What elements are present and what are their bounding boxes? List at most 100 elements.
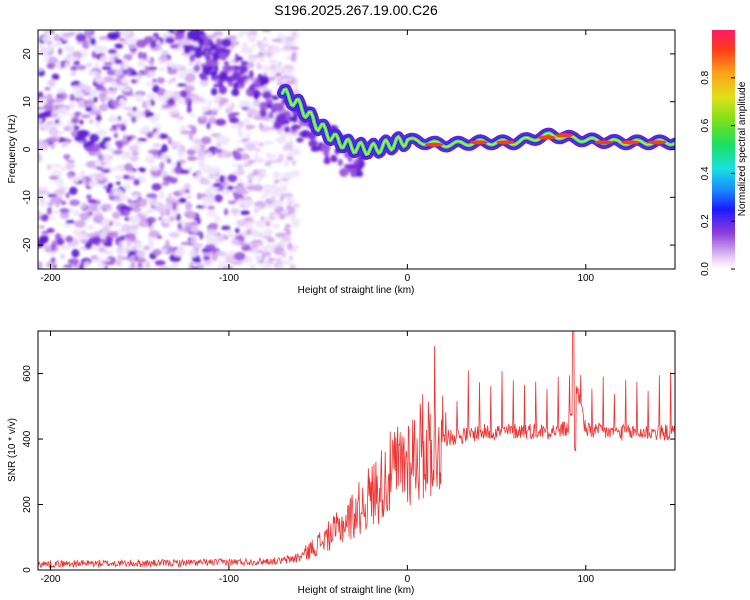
spectrogram-cell: [350, 168, 357, 178]
spectrogram-cell: [73, 60, 80, 66]
spectrogram-cell: [65, 192, 70, 199]
spectrogram-cell: [191, 125, 197, 135]
spectrogram-cell: [56, 94, 64, 99]
spectrogram-cell: [223, 64, 231, 74]
spectrogram-cell: [233, 251, 246, 261]
spectrogram-cell: [236, 167, 245, 177]
spectrogram-cell: [86, 224, 95, 230]
y-tick-label: -10: [22, 190, 33, 205]
spectrogram-cell: [87, 203, 99, 212]
spectrogram-cell: [70, 72, 77, 76]
colorbar-ticks: 0.0 0.2 0.4 0.6 0.8: [700, 70, 735, 276]
spectrogram-cell: [156, 77, 165, 84]
spectrogram-cell: [256, 62, 262, 71]
spectrogram-cell: [95, 247, 101, 252]
spectrogram-cell: [63, 45, 75, 52]
colorbar-tick-label: 0.4: [700, 166, 711, 180]
spectrogram-cell: [164, 201, 174, 211]
spectrogram-cell: [72, 228, 80, 235]
spectrogram-cell: [236, 76, 245, 85]
spectrogram-cell: [271, 95, 280, 101]
spectrogram-cell: [127, 266, 135, 269]
spectrogram-cell: [168, 231, 181, 238]
spectrogram-cell: [189, 225, 200, 234]
spectrogram-cell: [158, 217, 163, 221]
spectrogram-cell: [62, 108, 70, 117]
spectrogram-cell: [236, 163, 243, 170]
spectrogram-cell: [93, 96, 98, 103]
spectrogram-cell: [219, 175, 225, 184]
spectrogram-cell: [254, 255, 263, 261]
spectrogram-cell: [56, 88, 67, 94]
spectrogram-cell: [62, 223, 72, 227]
spectrogram-cell: [87, 180, 99, 188]
spectrogram-cell: [245, 124, 256, 130]
spectrogram-cell: [58, 47, 63, 55]
spectrogram-cell: [160, 152, 168, 161]
spectrogram-cell: [113, 197, 122, 203]
spectrogram-cell: [85, 105, 93, 112]
x-tick-label: -200: [40, 273, 60, 284]
colorbar-tick-label: 0.8: [700, 70, 711, 84]
spectrogram-cell: [54, 104, 59, 110]
spectrogram-cell: [81, 40, 89, 49]
spectrogram-cell: [218, 52, 228, 61]
spectrogram-cell: [103, 241, 113, 247]
spectrogram-cell: [54, 119, 60, 124]
spectrogram-cell: [38, 140, 46, 148]
spectrogram-cell: [130, 51, 137, 55]
spectrogram-cell: [51, 73, 60, 81]
spectrogram-cell: [146, 208, 154, 213]
spectrogram-cell: [218, 85, 228, 95]
spectrogram-cell: [59, 208, 70, 214]
spectrogram-cell: [200, 76, 209, 81]
spectrogram-cell: [259, 56, 265, 63]
spectrogram-cell: [236, 219, 247, 227]
spectrogram-cell: [98, 258, 111, 262]
spectrogram-cell: [107, 49, 118, 55]
spectrogram-cell: [133, 216, 141, 225]
spectrogram-cell: [105, 256, 117, 266]
spectrogram-cell: [230, 207, 240, 215]
spectrogram-cell: [204, 65, 215, 71]
spectrogram-cell: [100, 168, 111, 173]
spectrogram-cell: [70, 175, 81, 183]
spectrogram-cell: [218, 260, 227, 266]
spectrogram-cell: [101, 218, 111, 226]
spectrogram-cell: [169, 43, 180, 49]
spectrogram-cell: [173, 94, 179, 102]
spectrogram-cell: [41, 230, 50, 235]
snr-series-line: [38, 331, 675, 569]
spectrogram-cell: [249, 186, 255, 191]
y-tick-label: 200: [22, 496, 33, 513]
spectrogram-cell: [192, 242, 203, 249]
spectrogram-cell: [207, 205, 215, 210]
spectrogram-cell: [183, 183, 192, 190]
spectrogram-cell: [339, 168, 349, 177]
spectrogram-cell: [261, 251, 272, 257]
spectrogram-cell: [96, 128, 108, 137]
spectrogram-cell: [112, 211, 121, 220]
spectrogram-cell: [282, 185, 288, 193]
spectrogram-cell: [65, 161, 76, 170]
spectrogram-cell: [91, 50, 97, 59]
spectrogram-cell: [48, 56, 58, 64]
spectrogram-cell: [284, 126, 290, 133]
spectrogram-cell: [233, 82, 239, 90]
spectrogram-cell: [112, 149, 124, 155]
spectrogram-cell: [152, 248, 162, 256]
spectrogram-cell: [139, 168, 146, 173]
spectrogram-cell: [47, 202, 54, 207]
spectrogram-cell: [54, 115, 63, 121]
spectrogram-cell: [199, 181, 211, 185]
spectrogram-cell: [144, 65, 149, 74]
spectrogram-cell: [277, 112, 287, 121]
spectrogram-cell: [251, 239, 263, 244]
spectrogram-cell: [178, 197, 187, 204]
spectrogram-cell: [46, 163, 52, 171]
spectrogram-cell: [115, 181, 121, 186]
spectrogram-cell: [106, 32, 119, 41]
spectrogram-cell: [160, 98, 166, 106]
spectrogram-cell: [216, 264, 223, 269]
spectrogram-cell: [258, 122, 264, 131]
